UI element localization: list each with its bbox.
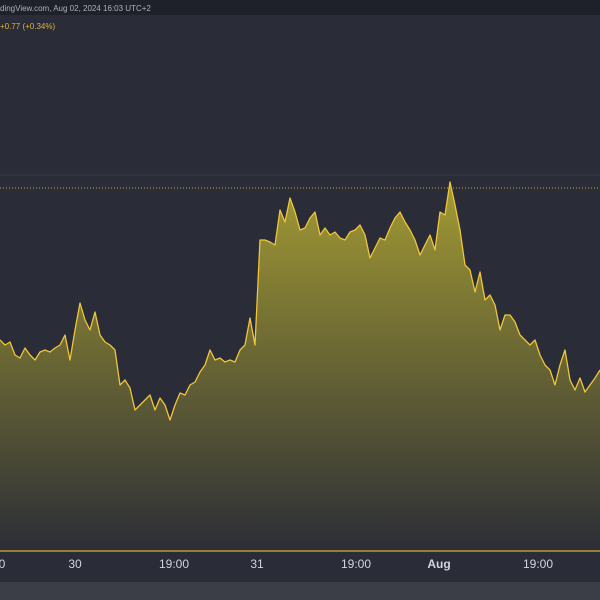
x-tick-label: 0 — [0, 557, 6, 571]
price-line — [0, 181, 600, 421]
top-bar — [0, 0, 600, 15]
x-tick-label: 19:00 — [523, 557, 553, 571]
source-line: dingView.com, Aug 02, 2024 16:03 UTC+2 — [0, 4, 151, 13]
x-tick-label: 30 — [68, 557, 82, 571]
x-tick-label: Aug — [427, 557, 450, 571]
change-label: +0.77 (+0.34%) — [0, 22, 55, 31]
x-tick-label: 31 — [250, 557, 264, 571]
bottom-bar — [0, 582, 600, 600]
x-tick-label: 19:00 — [341, 557, 371, 571]
x-tick-label: 19:00 — [159, 557, 189, 571]
area-fill — [0, 182, 600, 550]
